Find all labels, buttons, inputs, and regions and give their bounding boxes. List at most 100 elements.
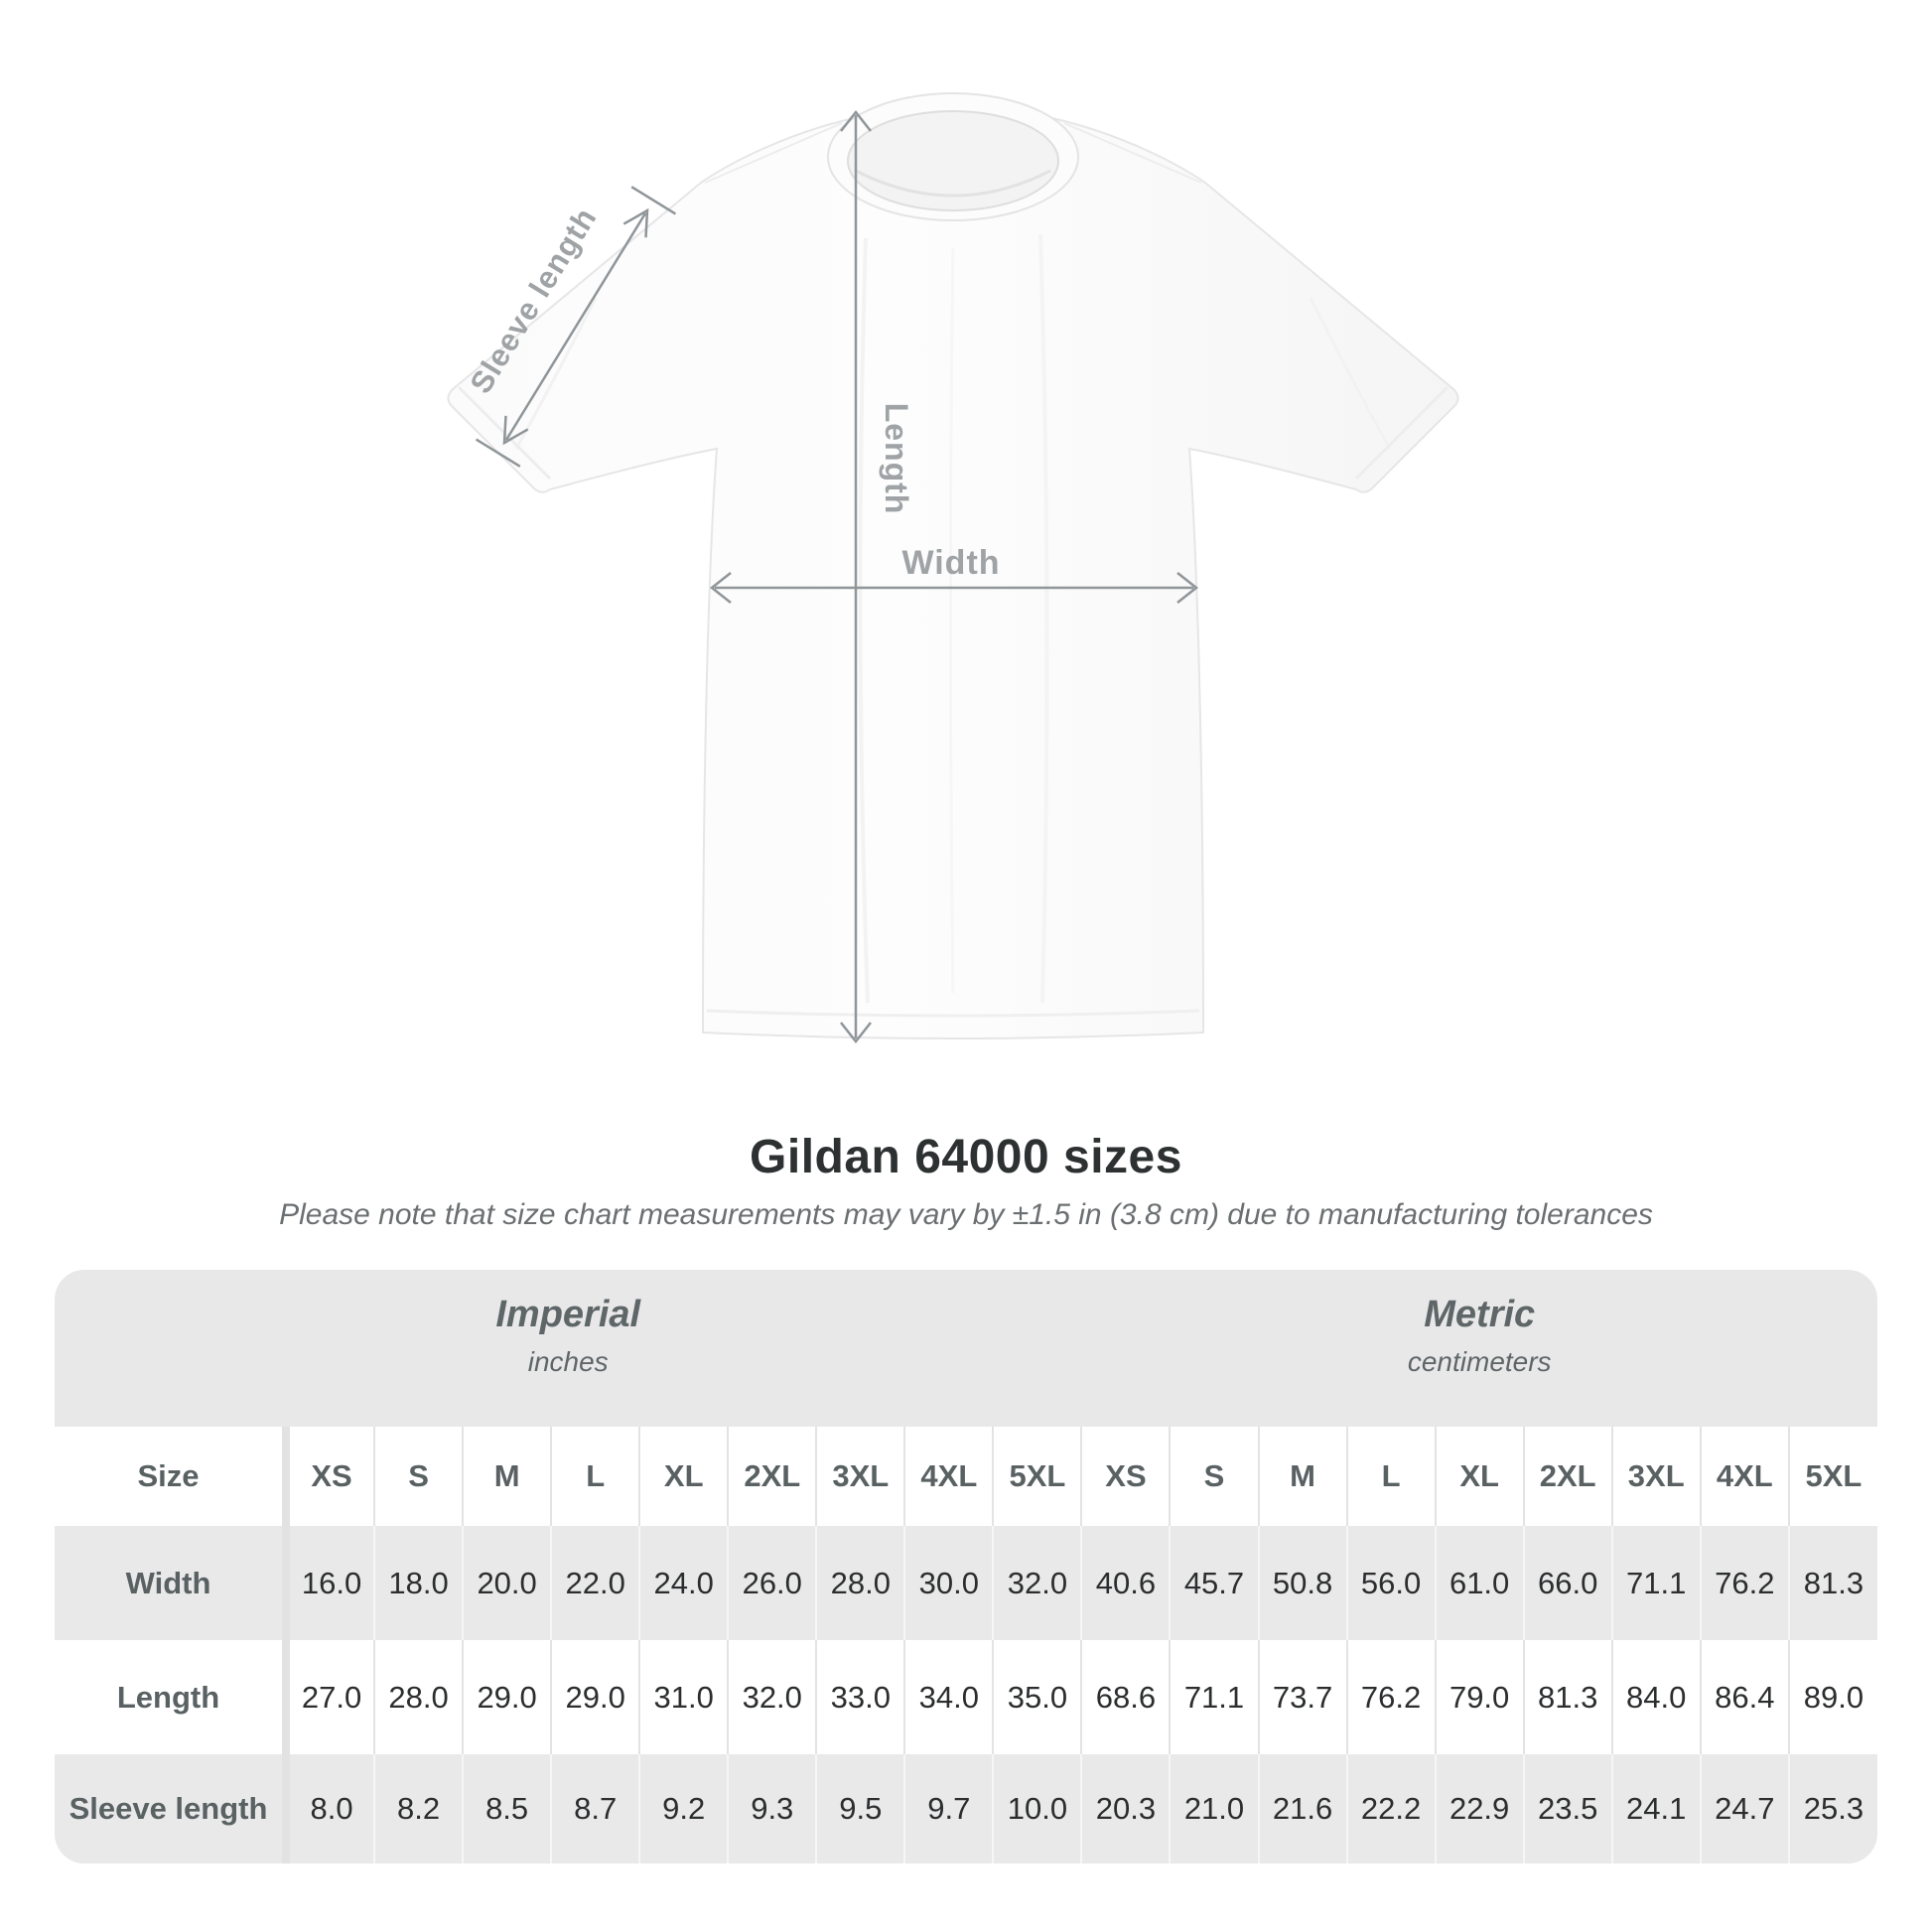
table-cell: 61.0 [1434,1526,1524,1640]
left-shoulder-seam [704,122,843,184]
table-cell: 21.0 [1169,1754,1259,1863]
size-header-metric-2xl: 2XL [1522,1427,1612,1526]
table-cell: 27.0 [281,1640,375,1754]
table-cell: 22.0 [550,1526,640,1640]
table-cell: 9.7 [903,1754,994,1863]
table-cell: 23.5 [1522,1754,1612,1863]
length-label: Length [879,403,914,515]
table-cell: 68.6 [1080,1640,1171,1754]
size-chart-table: Imperial inches Metric centimeters Size … [55,1270,1877,1863]
table-cell: 28.0 [815,1526,905,1640]
collar-inner-shadow [855,169,1051,198]
table-cell: 35.0 [992,1640,1082,1754]
collar-opening [847,110,1059,211]
table-row-length: Length 27.0 28.0 29.0 29.0 31.0 32.0 33.… [55,1640,1877,1754]
table-cell: 73.7 [1257,1640,1347,1754]
size-header-imperial-s: S [373,1427,464,1526]
table-cell: 34.0 [903,1640,994,1754]
size-header-imperial-5xl: 5XL [992,1427,1082,1526]
unit-header-row: Imperial inches Metric centimeters [55,1270,1877,1427]
fold-line [1309,297,1392,450]
table-cell: 71.1 [1610,1526,1701,1640]
right-shoulder-seam [1063,122,1202,184]
table-cell: 18.0 [373,1526,464,1640]
size-header-metric-s: S [1169,1427,1259,1526]
table-cell: 33.0 [815,1640,905,1754]
fold-line [1038,233,1049,1004]
table-cell: 28.0 [373,1640,464,1754]
table-cell: 22.2 [1345,1754,1436,1863]
width-arrow [709,572,1199,604]
table-cell: 30.0 [903,1526,994,1640]
length-arrow [840,109,872,1044]
table-cell: 8.2 [373,1754,464,1863]
table-cell: 81.3 [1787,1526,1877,1640]
size-header-imperial-l: L [550,1427,640,1526]
metric-unit-label: centimeters [1407,1346,1552,1377]
table-cell: 21.6 [1257,1754,1347,1863]
size-header-metric-4xl: 4XL [1699,1427,1789,1526]
size-header-metric-5xl: 5XL [1787,1427,1877,1526]
table-cell: 56.0 [1345,1526,1436,1640]
size-header-metric-xl: XL [1434,1427,1524,1526]
table-cell: 66.0 [1522,1526,1612,1640]
table-cell: 76.2 [1699,1526,1789,1640]
size-header-imperial-m: M [462,1427,552,1526]
size-header-metric-m: M [1257,1427,1347,1526]
fold-line [858,237,870,1004]
table-cell: 31.0 [638,1640,729,1754]
table-cell: 8.7 [550,1754,640,1863]
table-cell: 45.7 [1169,1526,1259,1640]
table-cell: 9.5 [815,1754,905,1863]
size-header-imperial-xs: XS [281,1427,375,1526]
size-header-row: Size XS S M L XL 2XL 3XL 4XL 5XL XS S M … [55,1427,1877,1526]
size-header-metric-l: L [1345,1427,1436,1526]
table-cell: 8.0 [281,1754,375,1863]
row-label-width: Width [125,1565,211,1600]
imperial-unit-label: inches [527,1346,609,1377]
size-table: Imperial inches Metric centimeters Size … [55,1270,1877,1863]
table-cell: 24.0 [638,1526,729,1640]
hem-seam [706,1009,1200,1018]
table-cell: 50.8 [1257,1526,1347,1640]
size-header-imperial-4xl: 4XL [903,1427,994,1526]
tolerance-note: Please note that size chart measurements… [279,1198,1653,1231]
table-row-width: Width 16.0 18.0 20.0 22.0 24.0 26.0 28.0… [55,1526,1877,1640]
table-cell: 24.7 [1699,1754,1789,1863]
table-cell: 84.0 [1610,1640,1701,1754]
table-cell: 20.3 [1080,1754,1171,1863]
table-cell: 16.0 [281,1526,375,1640]
imperial-label: Imperial [495,1294,641,1335]
tshirt-body [447,105,1459,1039]
table-cell: 29.0 [550,1640,640,1754]
table-cell: 32.0 [992,1526,1082,1640]
row-label-sleeve-length: Sleeve length [69,1791,268,1826]
table-cell: 26.0 [727,1526,817,1640]
tshirt-measurement-diagram: Sleeve length Length Width [447,92,1459,1044]
imperial-header-cell: Imperial inches [55,1270,1081,1427]
width-label: Width [901,544,1000,582]
size-header-imperial-xl: XL [638,1427,729,1526]
headline-block: Gildan 64000 sizes Please note that size… [0,1130,1932,1232]
table-cell: 32.0 [727,1640,817,1754]
table-cell: 9.3 [727,1754,817,1863]
table-cell: 71.1 [1169,1640,1259,1754]
metric-label: Metric [1424,1294,1536,1335]
table-cell: 10.0 [992,1754,1082,1863]
size-column-header: Size [137,1458,200,1493]
table-cell: 24.1 [1610,1754,1701,1863]
right-cuff-seam [1354,385,1449,481]
table-cell: 79.0 [1434,1640,1524,1754]
table-cell: 22.9 [1434,1754,1524,1863]
table-cell: 9.2 [638,1754,729,1863]
fold-line [949,247,955,994]
table-cell: 89.0 [1787,1640,1877,1754]
table-cell: 29.0 [462,1640,552,1754]
size-header-metric-3xl: 3XL [1610,1427,1701,1526]
table-cell: 8.5 [462,1754,552,1863]
table-cell: 40.6 [1080,1526,1171,1640]
table-cell: 86.4 [1699,1640,1789,1754]
table-cell: 20.0 [462,1526,552,1640]
size-header-imperial-2xl: 2XL [727,1427,817,1526]
table-row-sleeve-length: Sleeve length 8.0 8.2 8.5 8.7 9.2 9.3 9.… [55,1754,1877,1863]
